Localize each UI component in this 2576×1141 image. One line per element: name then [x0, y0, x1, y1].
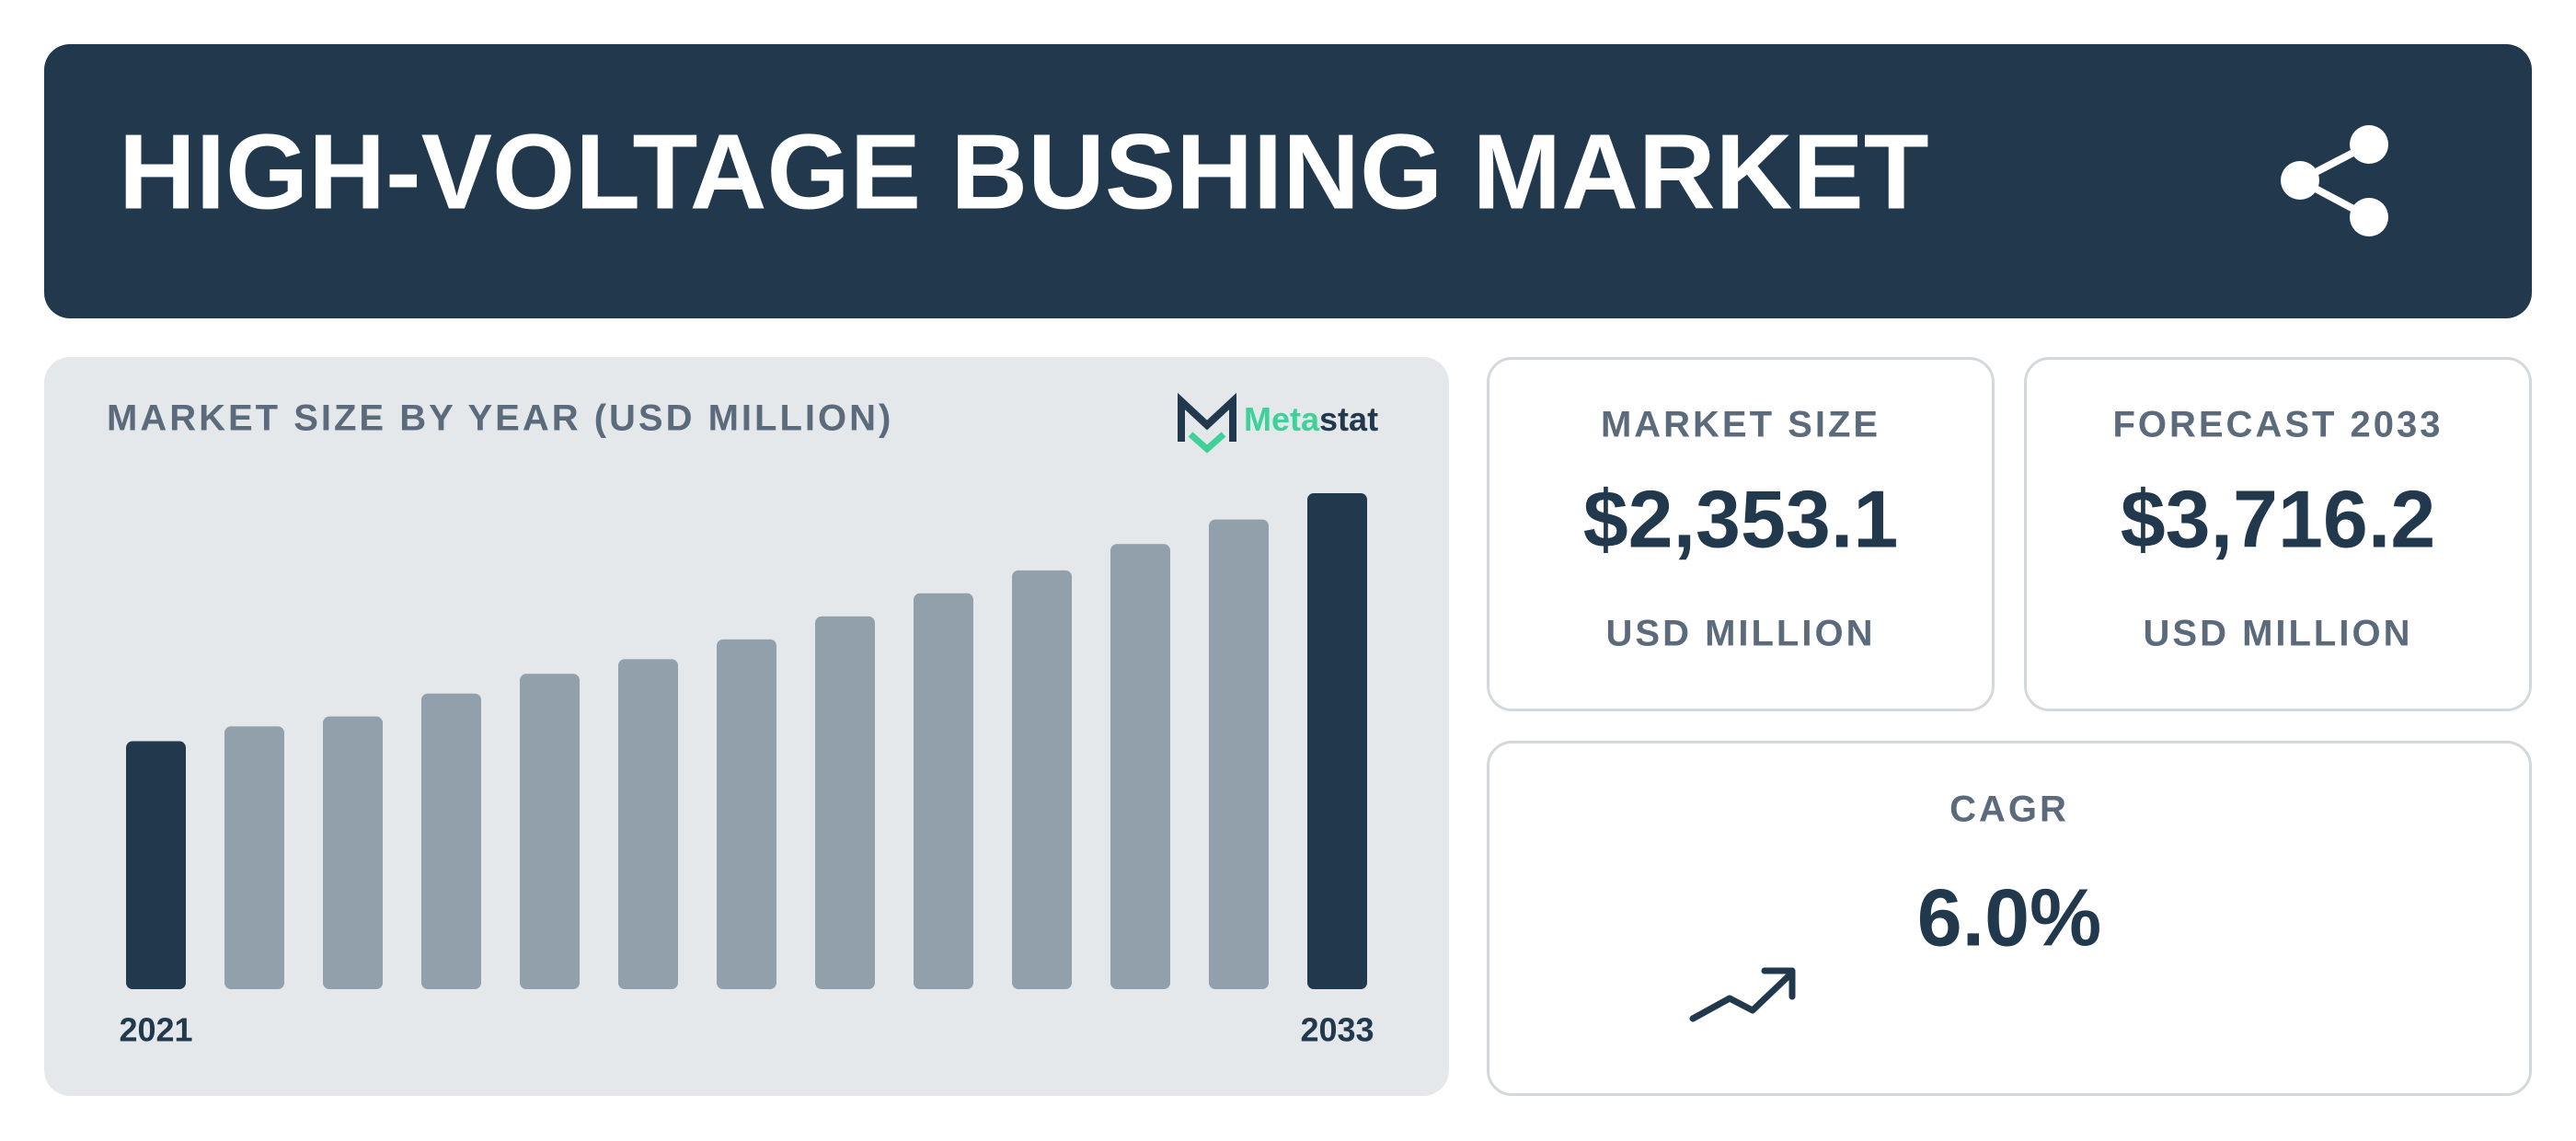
- stat-card: [2024, 357, 2532, 711]
- bar: [618, 659, 678, 989]
- stat-label: MARKET SIZE: [1601, 405, 1880, 445]
- stat-label: CAGR: [1949, 789, 2069, 830]
- stat-card: [1487, 357, 1995, 711]
- x-tick-label: 2033: [1300, 1011, 1374, 1049]
- logo: Metastat: [1178, 392, 1378, 454]
- bar: [126, 741, 186, 989]
- bar: [323, 716, 383, 989]
- header-title: HIGH-VOLTAGE BUSHING MARKET: [119, 112, 1929, 232]
- stat-value: $3,716.2: [2121, 473, 2436, 564]
- bar: [520, 674, 580, 989]
- bar: [421, 693, 481, 989]
- logo-part: stat: [1319, 400, 1378, 438]
- bar: [1307, 493, 1367, 989]
- chart-title: MARKET SIZE BY YEAR (USD MILLION): [107, 398, 893, 439]
- stat-label: FORECAST 2033: [2112, 405, 2443, 445]
- bar-chart: 2021 2033: [119, 493, 1374, 1049]
- bar: [1209, 519, 1269, 989]
- logo-text: Metastat: [1244, 400, 1378, 438]
- stat-unit: USD MILLION: [1606, 614, 1876, 654]
- trend-icon: [1689, 967, 1796, 1022]
- bar: [815, 616, 875, 989]
- bar: [717, 639, 776, 989]
- share-icon[interactable]: [2281, 125, 2388, 236]
- stat-value: $2,353.1: [1583, 473, 1899, 564]
- x-tick-label: 2021: [119, 1011, 192, 1049]
- stat-unit: USD MILLION: [2144, 614, 2413, 654]
- bar: [1110, 544, 1170, 989]
- logo-part: Meta: [1244, 400, 1320, 438]
- bar: [914, 593, 973, 989]
- bar: [1012, 570, 1072, 989]
- header-banner: [44, 44, 2532, 318]
- stat-value: 6.0%: [1917, 871, 2102, 962]
- bar: [224, 726, 284, 989]
